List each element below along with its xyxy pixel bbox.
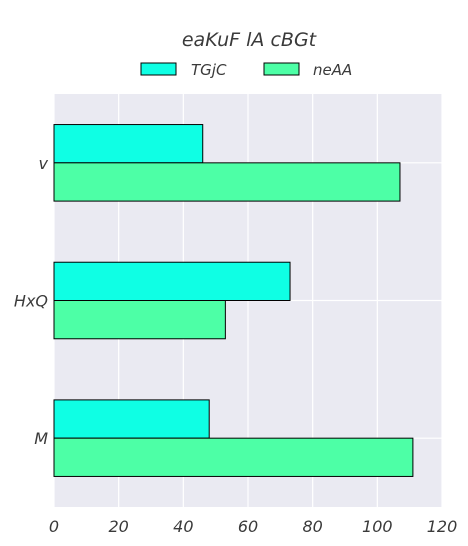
- bar-M-TGjC: [53, 399, 210, 439]
- bar-v-neAA: [53, 162, 401, 202]
- bar-HxQ-neAA: [53, 300, 226, 340]
- legend-swatch-series-2: [263, 62, 300, 76]
- y-category-label-1: HxQ: [14, 292, 48, 311]
- legend: TGjC neAA: [140, 61, 352, 79]
- legend-swatch-series-1: [140, 62, 177, 76]
- x-tick-label-5: 100: [362, 517, 393, 536]
- y-category-label-2: M: [34, 429, 48, 448]
- x-axis-ticks: 0 20 40 60 80 100 120: [49, 517, 457, 536]
- bar-HxQ-TGjC: [53, 261, 291, 301]
- x-tick-label-4: 80: [302, 517, 322, 536]
- x-tick-label-1: 20: [108, 517, 128, 536]
- y-axis-categories: v HxQ M: [14, 154, 49, 448]
- legend-label-series-1: TGjC: [191, 61, 227, 79]
- x-tick-label-3: 60: [238, 517, 258, 536]
- y-category-label-0: v: [39, 154, 49, 173]
- legend-label-series-2: neAA: [313, 61, 352, 79]
- x-tick-label-0: 0: [49, 517, 59, 536]
- x-tick-label-2: 40: [173, 517, 193, 536]
- bars: [53, 124, 414, 477]
- bar-v-TGjC: [53, 124, 204, 164]
- x-tick-label-6: 120: [427, 517, 458, 536]
- chart-title: eaKuF lA cBGt: [182, 29, 318, 51]
- bar-M-neAA: [53, 437, 414, 477]
